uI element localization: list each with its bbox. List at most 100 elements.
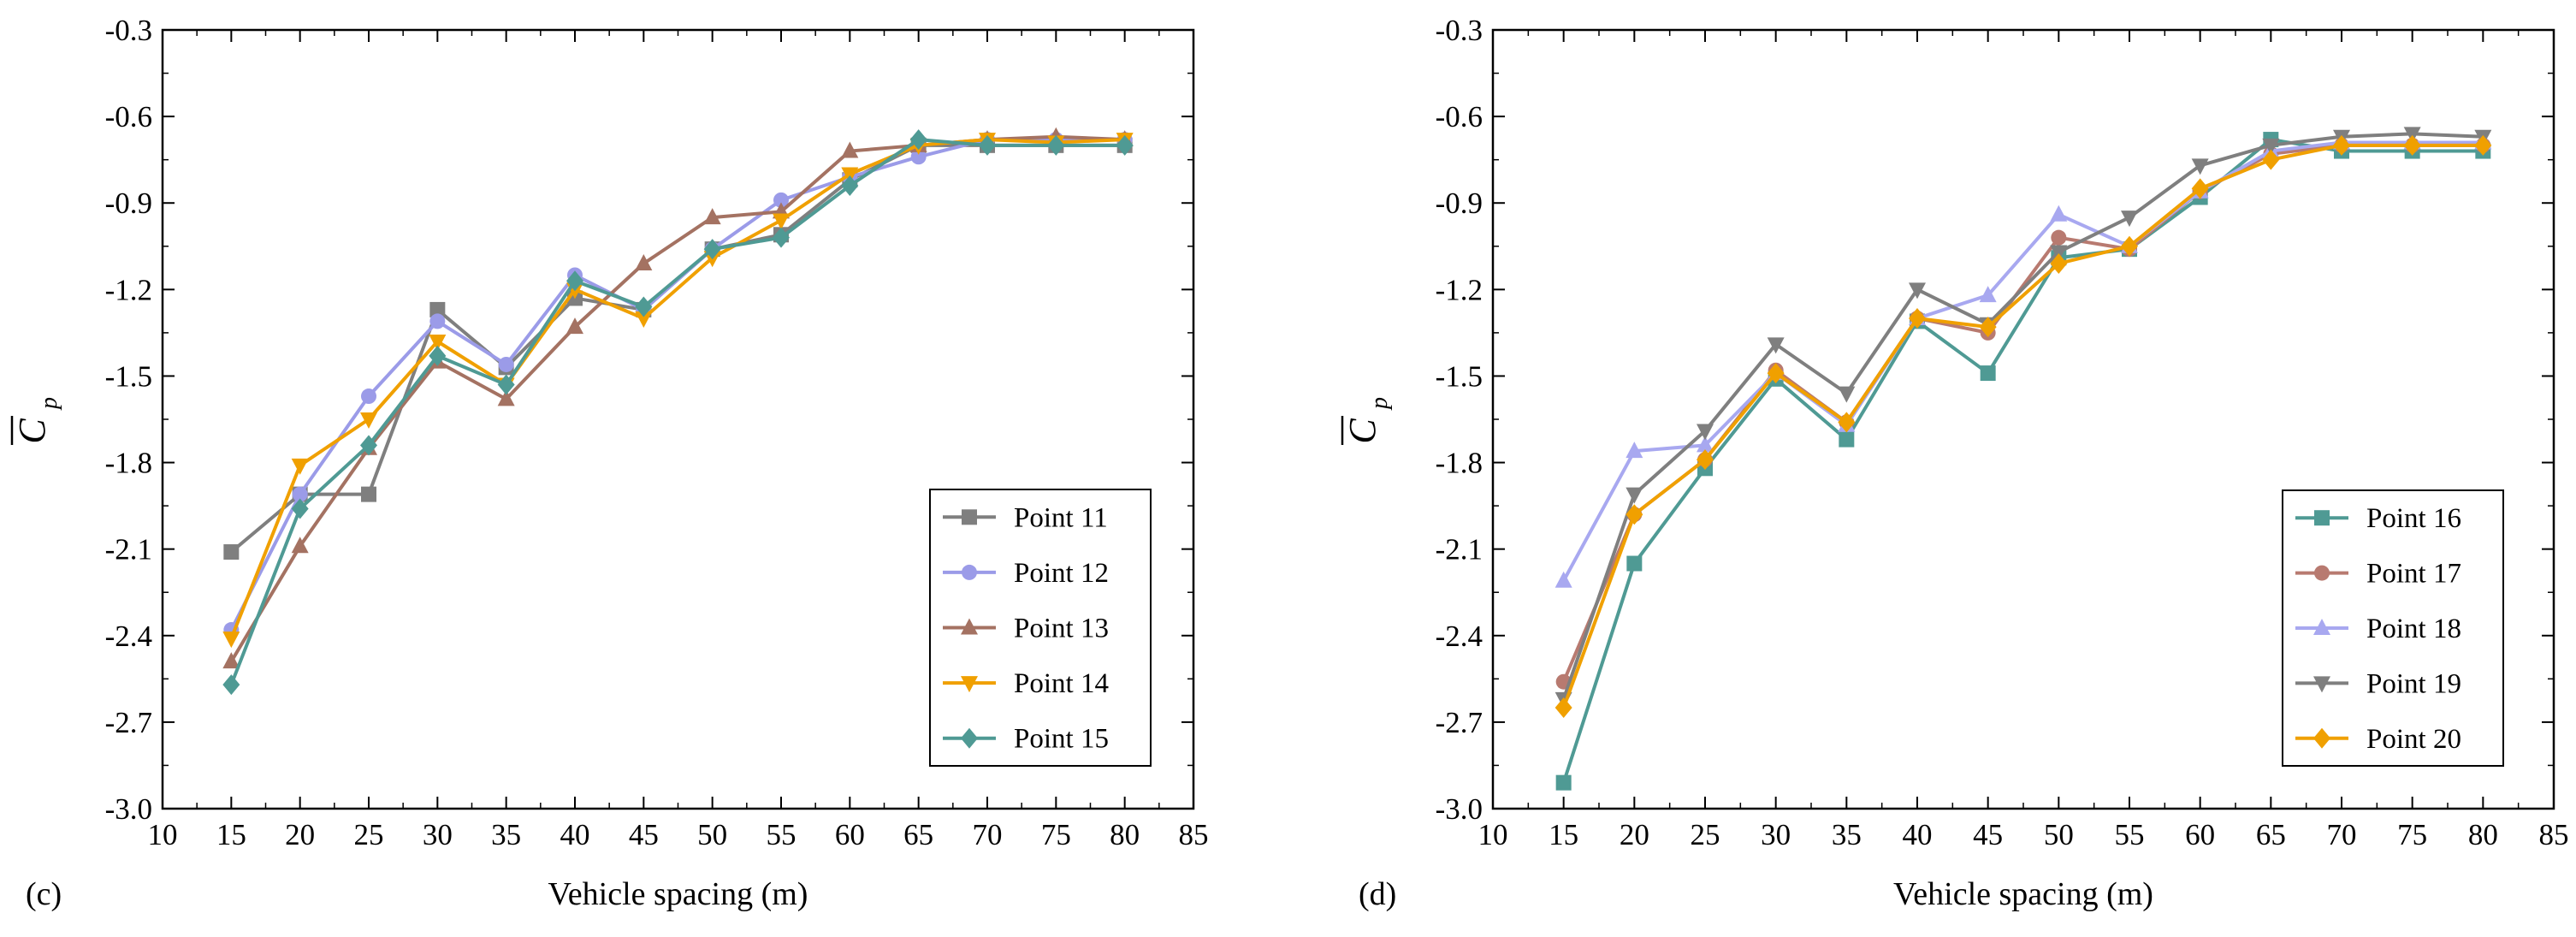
data-point (360, 412, 377, 429)
y-tick-label: -0.3 (105, 14, 152, 47)
x-tick-label: 60 (2185, 818, 2215, 851)
x-tick-label: 15 (216, 818, 246, 851)
y-tick-label: -1.5 (1436, 359, 1483, 393)
legend-swatch-marker (962, 564, 977, 580)
data-point (1909, 282, 1926, 299)
data-point (1116, 134, 1134, 156)
data-point (223, 544, 240, 560)
legend-item: Point 20 (2295, 724, 2461, 755)
data-point (2121, 211, 2138, 228)
data-point (635, 311, 653, 329)
x-tick-label: 75 (2397, 818, 2427, 851)
x-tick-label: 40 (1903, 818, 1933, 851)
data-point (1047, 134, 1065, 156)
chart-panel-c: 10 15 20 25 30 35 40 45 50 55 60 65 70 75 80 85 -3.0 -2.7… (10, 14, 1209, 912)
legend: Point 16 Point 17 Point 18 Point 19 Point 20 (2282, 489, 2504, 767)
y-axis-title-main: C (1341, 418, 1383, 444)
y-tick-label: -0.9 (1436, 187, 1483, 220)
data-point (1979, 286, 1997, 303)
y-tick-label: -2.7 (1436, 706, 1483, 739)
x-tick-label: 45 (1973, 818, 2003, 851)
data-point (1626, 442, 1643, 459)
data-point (1909, 308, 1926, 329)
y-tick-label: -0.9 (105, 187, 152, 220)
data-point (1838, 412, 1856, 433)
data-point (497, 374, 515, 395)
y-axis-title-sub: p (1366, 397, 1393, 411)
x-tick-label: 75 (1041, 818, 1071, 851)
data-point (2262, 138, 2280, 155)
data-point (1979, 317, 1997, 338)
legend-item: Point 14 (943, 668, 1109, 699)
data-point (2050, 253, 2068, 274)
legend-item: Point 12 (943, 558, 1109, 589)
data-point (2121, 235, 2138, 257)
x-tick-label: 85 (2539, 818, 2569, 851)
data-point (222, 652, 240, 669)
y-tick-label: -2.1 (1436, 533, 1483, 566)
data-point (1767, 337, 1785, 354)
data-point (979, 134, 996, 156)
data-point (1554, 697, 1572, 719)
x-tick-label: 70 (2327, 818, 2357, 851)
x-tick-label: 55 (767, 818, 796, 851)
y-tick-label: -2.7 (105, 706, 152, 739)
data-point (222, 674, 240, 696)
legend-swatch-marker (961, 676, 978, 693)
x-tick-label: 20 (1620, 818, 1649, 851)
legend-item: Point 18 (2295, 614, 2461, 644)
data-point (1626, 504, 1643, 525)
legend-item: Point 11 (943, 502, 1108, 533)
x-tick-label: 15 (1549, 818, 1578, 851)
series-line (229, 138, 1125, 639)
y-tick-label: -0.3 (1436, 14, 1483, 47)
data-point (1626, 555, 1643, 572)
data-point (910, 149, 927, 165)
series-line (1561, 140, 2484, 582)
legend: Point 11 Point 12 Point 13 Point 14 Point 15 (929, 489, 1152, 767)
legend-item: Point 15 (943, 724, 1109, 755)
data-point (1767, 363, 1785, 384)
x-tick-label: 25 (354, 818, 384, 851)
legend-swatch-marker (2314, 565, 2330, 581)
y-axis-title-main: C (11, 418, 53, 444)
data-point (222, 632, 240, 649)
data-point (773, 227, 790, 248)
legend-swatch-marker (961, 618, 978, 635)
legend-swatch-marker (2313, 619, 2330, 635)
data-point (291, 458, 309, 475)
y-tick-label: -2.4 (1436, 620, 1483, 653)
data-point (429, 313, 446, 329)
x-tick-label: 45 (629, 818, 659, 851)
legend-swatch-marker (962, 509, 977, 525)
data-point (841, 175, 859, 196)
y-tick-label: -1.2 (1436, 273, 1483, 306)
x-tick-label: 40 (560, 818, 590, 851)
x-axis-title: Vehicle spacing (m) (548, 876, 808, 912)
legend-label: Point 12 (1014, 558, 1109, 589)
data-point (361, 388, 376, 405)
chart-panel-d: 10 15 20 25 30 35 40 45 50 55 60 65 70 75 80 85 -3.0 -2.7… (1341, 14, 2569, 912)
x-tick-label: 35 (1832, 818, 1862, 851)
data-point (2191, 158, 2209, 175)
x-tick-label: 10 (148, 818, 178, 851)
legend-swatch-marker (2314, 510, 2330, 526)
data-point (1697, 424, 1714, 441)
series-line (1561, 132, 2484, 700)
x-tick-label: 85 (1179, 818, 1209, 851)
x-tick-label: 65 (2256, 818, 2286, 851)
legend-label: Point 18 (2366, 614, 2461, 644)
data-point (497, 389, 515, 406)
x-tick-label: 65 (903, 818, 933, 851)
panel-label: (c) (26, 876, 62, 912)
series-point-19 (1554, 127, 2492, 709)
legend-item: Point 19 (2295, 668, 2461, 699)
x-tick-label: 60 (835, 818, 865, 851)
data-point (2050, 205, 2068, 222)
y-tick-label: -3.0 (1436, 792, 1483, 826)
legend-label: Point 11 (1014, 502, 1108, 533)
legend-label: Point 14 (1014, 668, 1109, 699)
data-point (361, 486, 376, 502)
x-tick-label: 30 (1761, 818, 1791, 851)
data-point (2474, 134, 2492, 156)
